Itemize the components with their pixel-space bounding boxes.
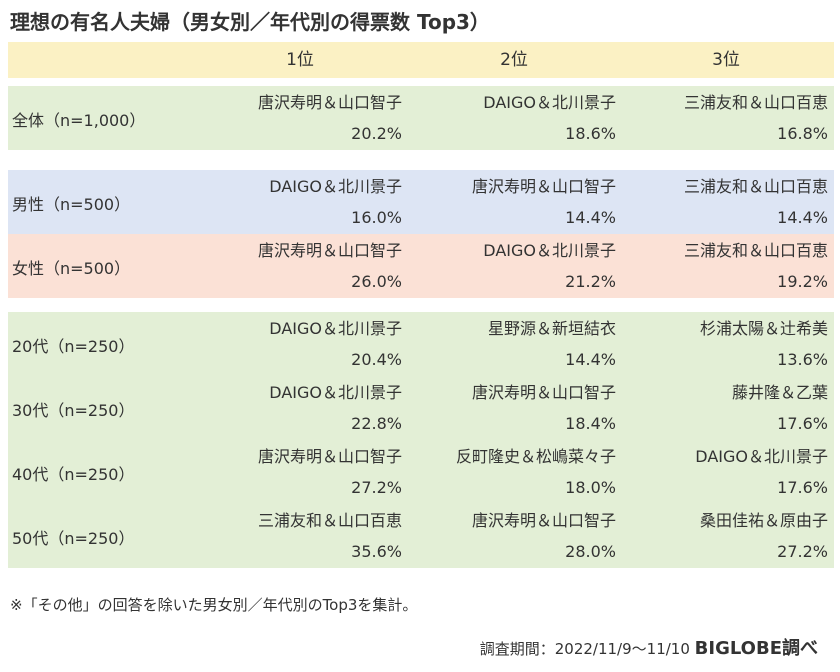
couple-name: 唐沢寿明＆山口智子	[257, 93, 402, 112]
rank-cell-2: 唐沢寿明＆山口智子 14.4%	[472, 171, 616, 233]
vote-percent: 16.8%	[777, 124, 828, 143]
vote-percent: 18.4%	[565, 414, 616, 433]
row-label: 男性（n=500）	[12, 195, 131, 214]
vote-percent: 18.0%	[565, 478, 616, 497]
couple-name: 三浦友和＆山口百恵	[683, 93, 828, 112]
group-female: 女性（n=500） 唐沢寿明＆山口智子 26.0% DAIGO＆北川景子 21.2% 三浦…	[8, 234, 834, 298]
rank-cell-2: DAIGO＆北川景子 18.6%	[483, 87, 616, 149]
rank-cell-2: DAIGO＆北川景子 21.2%	[483, 235, 616, 297]
rank-cell-1: 唐沢寿明＆山口智子 20.2%	[258, 87, 402, 149]
row-label: 女性（n=500）	[12, 259, 131, 278]
vote-percent: 26.0%	[351, 272, 402, 291]
couple-name: DAIGO＆北川景子	[695, 447, 828, 466]
table-row: 男性（n=500） DAIGO＆北川景子 16.0% 唐沢寿明＆山口智子 14.4% 三浦…	[8, 170, 834, 234]
vote-percent: 14.4%	[777, 208, 828, 227]
rank-cell-2: 反町隆史＆松嶋菜々子 18.0%	[456, 441, 616, 503]
row-label: 50代（n=250）	[12, 529, 135, 548]
table-row: 40代（n=250） 唐沢寿明＆山口智子 27.2% 反町隆史＆松嶋菜々子 18.0% D…	[8, 440, 834, 504]
vote-percent: 14.4%	[565, 208, 616, 227]
couple-name: 唐沢寿明＆山口智子	[257, 447, 402, 466]
couple-name: 桑田佳祐＆原由子	[699, 511, 828, 530]
rank-cell-2: 唐沢寿明＆山口智子 18.4%	[472, 377, 616, 439]
rank-cell-3: DAIGO＆北川景子 17.6%	[695, 441, 828, 503]
couple-name: 杉浦太陽＆辻希美	[699, 319, 828, 338]
table-row: 50代（n=250） 三浦友和＆山口百恵 35.6% 唐沢寿明＆山口智子 28.0% 桑田…	[8, 504, 834, 568]
brand-name: BIGLOBE調べ	[694, 638, 818, 659]
row-label: 40代（n=250）	[12, 465, 135, 484]
couple-name: DAIGO＆北川景子	[269, 383, 402, 402]
vote-percent: 13.6%	[777, 350, 828, 369]
vote-percent: 22.8%	[351, 414, 402, 433]
group-total: 全体（n=1,000） 唐沢寿明＆山口智子 20.2% DAIGO＆北川景子 18.6%…	[8, 86, 834, 150]
group-age: 20代（n=250） DAIGO＆北川景子 20.4% 星野源＆新垣結衣 14.4% 杉浦…	[8, 312, 834, 568]
couple-name: 藤井隆＆乙葉	[731, 383, 828, 402]
row-label: 全体（n=1,000）	[12, 111, 146, 130]
rank-cell-1: DAIGO＆北川景子 16.0%	[269, 171, 402, 233]
table-row: 20代（n=250） DAIGO＆北川景子 20.4% 星野源＆新垣結衣 14.4% 杉浦…	[8, 312, 834, 376]
rank-cell-1: DAIGO＆北川景子 20.4%	[269, 313, 402, 375]
vote-percent: 19.2%	[777, 272, 828, 291]
vote-percent: 27.2%	[351, 478, 402, 497]
row-label: 30代（n=250）	[12, 401, 135, 420]
vote-percent: 18.6%	[565, 124, 616, 143]
couple-name: DAIGO＆北川景子	[483, 93, 616, 112]
rank-header-1: 1位	[286, 50, 314, 70]
couple-name: 三浦友和＆山口百恵	[683, 241, 828, 260]
vote-percent: 20.2%	[351, 124, 402, 143]
survey-credit: 調査期間：2022/11/9～11/10 BIGLOBE調べ	[480, 634, 818, 660]
row-label: 20代（n=250）	[12, 337, 135, 356]
vote-percent: 28.0%	[565, 542, 616, 561]
couple-name: DAIGO＆北川景子	[269, 177, 402, 196]
rank-cell-2: 星野源＆新垣結衣 14.4%	[488, 313, 616, 375]
couple-name: 唐沢寿明＆山口智子	[471, 511, 616, 530]
rank-cell-2: 唐沢寿明＆山口智子 28.0%	[472, 505, 616, 567]
header-band: 1位 2位 3位	[8, 42, 834, 78]
vote-percent: 16.0%	[351, 208, 402, 227]
group-male: 男性（n=500） DAIGO＆北川景子 16.0% 唐沢寿明＆山口智子 14.4% 三浦…	[8, 170, 834, 234]
footnote: ※「その他」の回答を除いた男女別／年代別のTop3を集計。	[10, 596, 418, 614]
vote-percent: 21.2%	[565, 272, 616, 291]
couple-name: 三浦友和＆山口百恵	[257, 511, 402, 530]
rank-cell-3: 三浦友和＆山口百恵 16.8%	[684, 87, 828, 149]
rank-header-3: 3位	[712, 50, 740, 70]
rank-cell-1: 三浦友和＆山口百恵 35.6%	[258, 505, 402, 567]
couple-name: 三浦友和＆山口百恵	[683, 177, 828, 196]
couple-name: 星野源＆新垣結衣	[487, 319, 616, 338]
rank-cell-1: 唐沢寿明＆山口智子 27.2%	[258, 441, 402, 503]
survey-period: 調査期間：2022/11/9～11/10	[479, 640, 690, 658]
couple-name: DAIGO＆北川景子	[483, 241, 616, 260]
vote-percent: 14.4%	[565, 350, 616, 369]
vote-percent: 35.6%	[351, 542, 402, 561]
table-row: 全体（n=1,000） 唐沢寿明＆山口智子 20.2% DAIGO＆北川景子 18.6%…	[8, 86, 834, 150]
vote-percent: 17.6%	[777, 414, 828, 433]
vote-percent: 27.2%	[777, 542, 828, 561]
rank-cell-3: 三浦友和＆山口百恵 19.2%	[684, 235, 828, 297]
rank-cell-3: 三浦友和＆山口百恵 14.4%	[684, 171, 828, 233]
table-row: 女性（n=500） 唐沢寿明＆山口智子 26.0% DAIGO＆北川景子 21.2% 三浦…	[8, 234, 834, 298]
vote-percent: 20.4%	[351, 350, 402, 369]
rank-cell-1: DAIGO＆北川景子 22.8%	[269, 377, 402, 439]
rank-cell-3: 藤井隆＆乙葉 17.6%	[732, 377, 828, 439]
rank-cell-3: 杉浦太陽＆辻希美 13.6%	[700, 313, 828, 375]
vote-percent: 17.6%	[777, 478, 828, 497]
rank-cell-3: 桑田佳祐＆原由子 27.2%	[700, 505, 828, 567]
couple-name: 唐沢寿明＆山口智子	[471, 383, 616, 402]
rank-cell-1: 唐沢寿明＆山口智子 26.0%	[258, 235, 402, 297]
couple-name: 反町隆史＆松嶋菜々子	[455, 447, 616, 466]
table-row: 30代（n=250） DAIGO＆北川景子 22.8% 唐沢寿明＆山口智子 18.4% 藤…	[8, 376, 834, 440]
page-title: 理想の有名人夫婦（男女別／年代別の得票数 Top3）	[10, 10, 490, 34]
couple-name: 唐沢寿明＆山口智子	[471, 177, 616, 196]
rank-header-2: 2位	[500, 50, 528, 70]
couple-name: DAIGO＆北川景子	[269, 319, 402, 338]
couple-name: 唐沢寿明＆山口智子	[257, 241, 402, 260]
